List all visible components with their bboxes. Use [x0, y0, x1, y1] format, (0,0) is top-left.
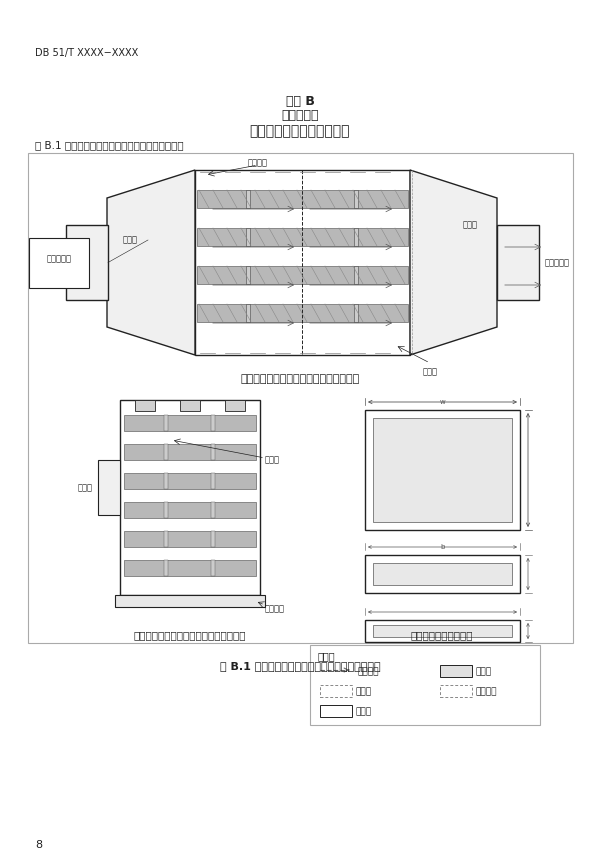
Bar [365, 620, 520, 642]
Text: 炭库口: 炭库口 [78, 483, 93, 492]
Bar [373, 563, 512, 585]
Bar [373, 418, 512, 522]
Bar [365, 410, 520, 530]
Bar [197, 304, 408, 322]
Bar [124, 531, 256, 547]
Bar [98, 460, 120, 515]
Bar [211, 560, 215, 576]
Bar [195, 170, 410, 355]
Bar [225, 400, 245, 411]
Text: 有机废气活性炭吸附装置示意图（剖面）: 有机废气活性炭吸附装置示意图（剖面） [241, 374, 359, 384]
Bar [354, 190, 358, 208]
Text: 流风单元: 流风单元 [265, 605, 285, 613]
Bar [373, 625, 512, 637]
Bar [28, 153, 573, 643]
Bar [29, 238, 89, 288]
Bar [180, 400, 200, 411]
Bar [164, 560, 168, 576]
Bar [66, 225, 108, 300]
Bar [115, 595, 265, 607]
Text: 检测口: 检测口 [356, 687, 372, 696]
Bar [211, 473, 215, 489]
Text: DB 51/T XXXX−XXXX: DB 51/T XXXX−XXXX [35, 48, 138, 58]
Text: 进风口: 进风口 [122, 236, 137, 244]
Bar [211, 444, 215, 460]
Text: b: b [440, 544, 445, 550]
Bar [120, 400, 260, 595]
Text: 图 B.1 活性炭吸附装置剖面及标准化吸附单元大样: 图 B.1 活性炭吸附装置剖面及标准化吸附单元大样 [220, 661, 380, 671]
Text: 活性炭吸附装置参考示意图: 活性炭吸附装置参考示意图 [250, 124, 350, 138]
Bar [440, 685, 472, 697]
Text: 出风口: 出风口 [463, 220, 478, 230]
Bar [124, 473, 256, 489]
Bar [135, 400, 155, 411]
Bar [164, 444, 168, 460]
Text: 8: 8 [35, 840, 42, 848]
Bar [246, 266, 250, 284]
Bar [211, 531, 215, 547]
Text: 附录 B: 附录 B [286, 95, 314, 108]
Text: 炭模块: 炭模块 [422, 367, 437, 376]
Text: 图例：: 图例： [318, 651, 335, 661]
Text: w: w [440, 399, 445, 405]
Bar [211, 502, 215, 518]
Text: 预处理系统: 预处理系统 [47, 254, 71, 264]
Text: 气体流向: 气体流向 [357, 667, 379, 676]
Bar [124, 415, 256, 431]
Text: 检测口: 检测口 [265, 455, 280, 465]
Bar [354, 304, 358, 322]
Bar [197, 190, 408, 208]
Bar [246, 228, 250, 246]
Text: 流风单元: 流风单元 [248, 158, 268, 167]
Bar [365, 555, 520, 593]
Bar [124, 444, 256, 460]
Text: 图 B.1 给出了活性炭吸附装置剖面及风流示意图。: 图 B.1 给出了活性炭吸附装置剖面及风流示意图。 [35, 140, 184, 150]
Text: 炭库口: 炭库口 [356, 707, 372, 716]
Text: 炭模块: 炭模块 [476, 667, 492, 676]
Bar [310, 645, 540, 725]
Text: 流风单元: 流风单元 [476, 687, 497, 696]
Bar [211, 415, 215, 431]
Text: （资料性）: （资料性） [281, 109, 319, 122]
Text: 有机废气活性炭吸附装置示意图（剖面）: 有机废气活性炭吸附装置示意图（剖面） [134, 630, 246, 640]
Bar [164, 531, 168, 547]
Bar [320, 705, 352, 717]
Bar [164, 502, 168, 518]
Bar [246, 190, 250, 208]
Bar [124, 502, 256, 518]
Bar [246, 304, 250, 322]
Text: 标准化吸附单元大样图: 标准化吸附单元大样图 [411, 630, 473, 640]
Bar [320, 685, 352, 697]
Bar [440, 665, 472, 677]
Polygon shape [107, 170, 195, 355]
Bar [497, 225, 539, 300]
Bar [197, 228, 408, 246]
Text: 出口口方向: 出口口方向 [545, 258, 570, 267]
Bar [354, 228, 358, 246]
Bar [197, 266, 408, 284]
Bar [164, 473, 168, 489]
Polygon shape [410, 170, 497, 355]
Bar [354, 266, 358, 284]
Bar [124, 560, 256, 576]
Bar [164, 415, 168, 431]
